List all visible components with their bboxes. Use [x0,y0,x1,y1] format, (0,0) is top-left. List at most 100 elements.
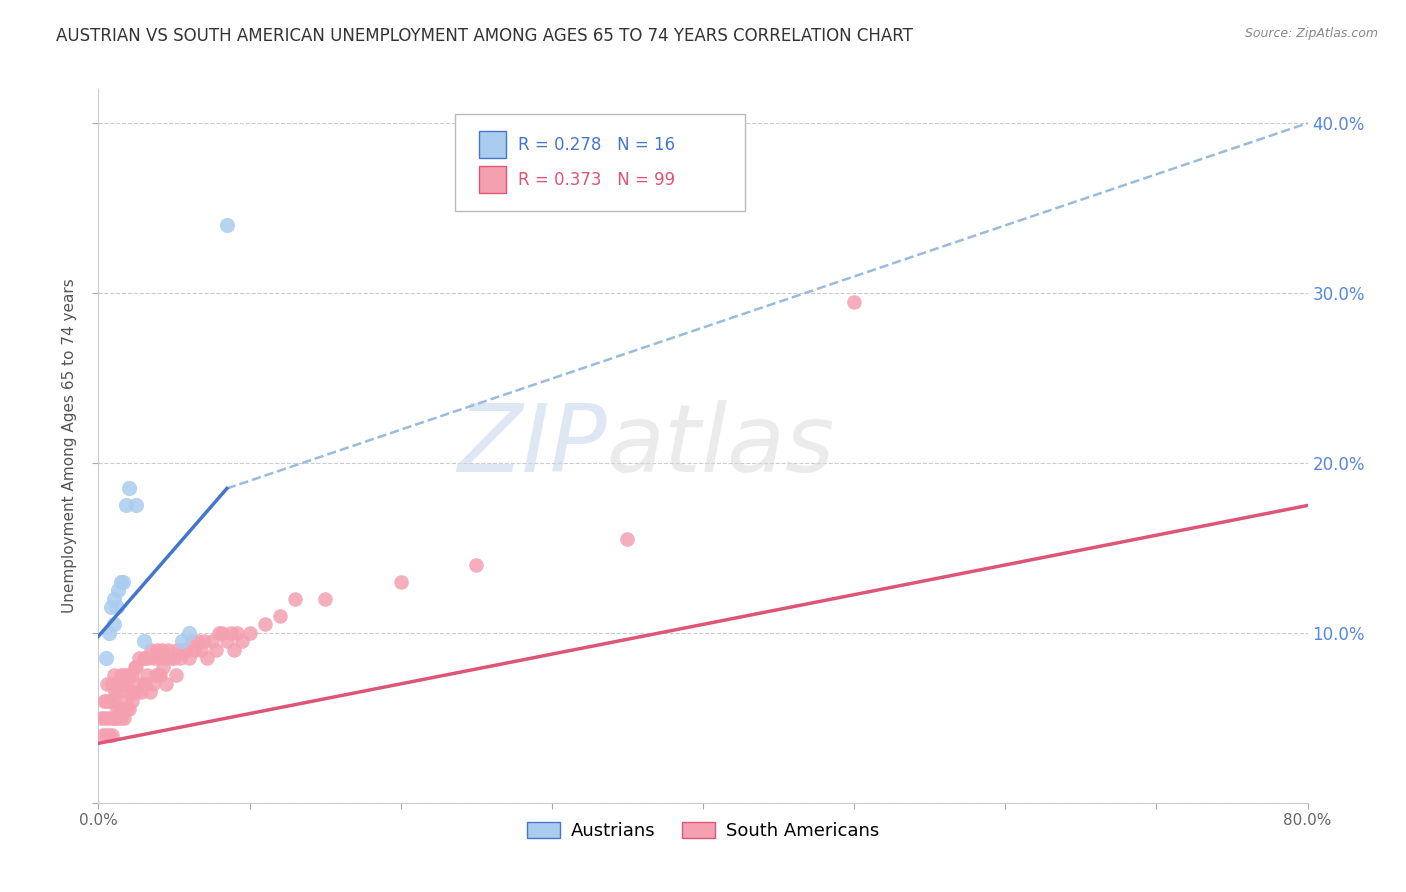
Point [170,634,193,648]
Point [205,643,228,657]
Point [105,702,128,716]
Text: ZIP: ZIP [457,401,606,491]
Point [125,499,148,513]
Point [150,643,173,657]
Point [100,694,122,708]
Point [115,668,138,682]
Point [118,482,141,496]
Point [110,668,132,682]
Point [314,591,336,606]
Point [190,643,212,657]
Point [129,685,152,699]
Point [91,728,114,742]
Point [226,626,249,640]
Text: AUSTRIAN VS SOUTH AMERICAN UNEMPLOYMENT AMONG AGES 65 TO 74 YEARS CORRELATION CH: AUSTRIAN VS SOUTH AMERICAN UNEMPLOYMENT … [56,27,912,45]
Point [127,677,149,691]
Point [146,643,169,657]
Point [616,533,638,547]
Point [179,651,201,665]
Point [103,711,125,725]
Point [118,702,141,716]
Point [143,651,166,665]
Point [231,634,253,648]
Point [169,651,191,665]
Point [145,668,167,682]
Point [208,626,231,640]
Point [108,702,131,716]
Point [105,600,128,615]
Point [166,643,188,657]
Point [184,643,207,657]
FancyBboxPatch shape [479,166,506,194]
Point [103,668,125,682]
Point [122,685,145,699]
Point [103,617,125,632]
Point [93,694,115,708]
Point [103,694,125,708]
Point [118,668,141,682]
Point [134,651,156,665]
Point [174,643,197,657]
Point [135,668,157,682]
Point [211,626,233,640]
Point [101,677,124,691]
Point [94,728,117,742]
Point [148,668,170,682]
Point [108,677,131,691]
Legend: Austrians, South Americans: Austrians, South Americans [520,814,886,847]
Point [152,660,174,674]
Point [104,685,127,699]
Text: R = 0.373   N = 99: R = 0.373 N = 99 [517,171,675,189]
Point [125,685,148,699]
Point [284,591,307,606]
Point [107,583,129,598]
Point [239,626,262,640]
Point [224,643,246,657]
Point [100,711,122,725]
Point [153,651,176,665]
Point [111,677,134,691]
Point [114,694,136,708]
Point [111,702,134,716]
Point [136,651,159,665]
Point [96,677,118,691]
Point [98,728,121,742]
Point [142,677,165,691]
Point [93,711,115,725]
Point [128,651,150,665]
Point [187,634,209,648]
Point [132,677,155,691]
Point [104,711,127,725]
Point [201,634,224,648]
Point [193,634,215,648]
Point [112,711,135,725]
Point [215,634,238,648]
Point [844,294,866,309]
Point [107,685,129,699]
Point [181,634,204,648]
Y-axis label: Unemployment Among Ages 65 to 74 years: Unemployment Among Ages 65 to 74 years [62,278,77,614]
Point [163,651,186,665]
Point [149,668,172,682]
Point [114,499,136,513]
Point [98,694,121,708]
Point [120,685,142,699]
Point [100,600,122,615]
FancyBboxPatch shape [479,131,506,159]
Point [103,591,125,606]
Point [389,574,412,589]
Point [141,643,163,657]
Point [101,728,124,742]
Point [148,651,170,665]
Point [269,608,291,623]
Point [134,677,156,691]
Point [215,218,238,232]
Point [98,626,121,640]
Point [94,651,117,665]
Point [465,558,488,572]
Point [115,702,138,716]
Point [112,668,135,682]
Point [132,651,155,665]
Point [139,685,162,699]
Point [121,694,143,708]
